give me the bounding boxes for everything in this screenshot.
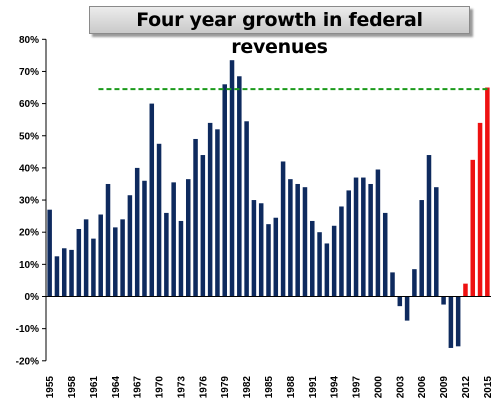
- bar-1976: [200, 155, 206, 297]
- x-tick-label: 1964: [111, 376, 122, 399]
- bar-1978: [215, 129, 220, 297]
- bar-1972: [171, 182, 176, 297]
- bar-1961: [91, 238, 96, 297]
- y-tick-label: 20%: [19, 228, 39, 239]
- bar-1974: [185, 179, 191, 297]
- x-tick-label: 1970: [155, 376, 166, 399]
- bar-1965: [120, 219, 125, 297]
- x-tick-label: 1988: [286, 376, 297, 399]
- bars-group: [47, 60, 490, 348]
- y-tick-label: 60%: [19, 99, 39, 110]
- bar-1997: [353, 177, 359, 297]
- x-tick-label: 1985: [264, 376, 275, 399]
- bar-1968: [142, 180, 147, 297]
- bar-1983: [251, 200, 257, 297]
- bar-2010: [448, 296, 454, 348]
- x-tick-label: 2006: [417, 376, 428, 399]
- bar-2006: [419, 200, 424, 297]
- bar-1986: [273, 217, 279, 297]
- y-tick-label: 10%: [19, 260, 39, 271]
- x-tick-label: 2012: [461, 376, 472, 399]
- bar-1977: [207, 122, 213, 297]
- bar-1979: [222, 84, 227, 297]
- bar-1971: [164, 212, 169, 297]
- bar-1990: [302, 187, 308, 297]
- bar-2007: [426, 155, 432, 297]
- bar-2001: [382, 212, 388, 297]
- bar-1963: [105, 183, 111, 297]
- x-tick-label: 1961: [89, 376, 100, 399]
- y-tick-label: 80%: [19, 35, 39, 46]
- bar-1973: [178, 220, 184, 297]
- bar-1958: [69, 249, 74, 297]
- x-tick-label: 1976: [198, 376, 209, 399]
- bar-2013: [470, 159, 476, 297]
- bar-1959: [76, 228, 82, 297]
- x-tick-label: 2003: [395, 376, 406, 399]
- bar-1992: [317, 232, 322, 297]
- bar-1988: [288, 179, 293, 297]
- y-tick-labels: -20% -10% 0% 10% 20% 30% 40% 50% 60% 70% 80%: [16, 35, 40, 367]
- bar-1989: [295, 183, 300, 297]
- bar-2002: [390, 272, 395, 297]
- bar-2004: [404, 296, 410, 321]
- y-tick-label: 50%: [19, 131, 39, 142]
- bar-1980: [229, 60, 235, 297]
- bar-2009: [441, 296, 446, 305]
- bar-2014: [477, 122, 483, 297]
- x-tick-label: 1994: [330, 376, 341, 399]
- bar-1982: [244, 121, 249, 297]
- bar-1962: [98, 214, 103, 297]
- bar-2011: [455, 296, 461, 347]
- bar-2015: [485, 87, 490, 297]
- y-tick-label: 0%: [25, 292, 40, 303]
- bar-1975: [193, 138, 198, 297]
- axes-group: [42, 38, 491, 362]
- bar-2012: [463, 283, 468, 297]
- x-tick-label: 2009: [439, 376, 450, 399]
- bar-1964: [113, 227, 118, 297]
- bar-1996: [346, 190, 351, 297]
- bar-1993: [324, 243, 330, 297]
- bar-1995: [339, 206, 344, 297]
- x-tick-label: 1973: [176, 376, 187, 399]
- x-tick-label: 1997: [352, 376, 363, 399]
- y-tick-label: -10%: [16, 324, 39, 335]
- x-tick-label: 2000: [373, 376, 384, 399]
- bar-1987: [280, 161, 286, 297]
- bar-2003: [397, 296, 403, 307]
- bar-1967: [134, 167, 140, 297]
- bar-1998: [361, 177, 366, 297]
- y-tick-label: 30%: [19, 196, 39, 207]
- y-tick-label: -20%: [16, 356, 39, 367]
- bar-1956: [54, 256, 60, 297]
- bar-1966: [127, 195, 133, 297]
- x-tick-label: 2015: [483, 376, 494, 399]
- y-tick-label: 70%: [19, 67, 39, 78]
- x-tick-label: 1979: [220, 376, 231, 399]
- x-tick-label: 1991: [308, 376, 319, 399]
- bar-1994: [331, 225, 337, 297]
- bar-1957: [61, 248, 67, 297]
- bar-1991: [310, 220, 315, 297]
- bar-2005: [412, 269, 417, 297]
- bar-2000: [375, 169, 381, 297]
- bar-1981: [237, 76, 242, 297]
- x-tick-label: 1967: [133, 376, 144, 399]
- bar-1984: [258, 203, 264, 297]
- bar-1955: [47, 209, 52, 297]
- x-tick-labels: 1955 1958 1961 1964 1967 1970 1973 1976 1979 1982…: [45, 376, 494, 399]
- chart-title: Four year growth in federal revenues: [89, 6, 470, 58]
- y-tick-label: 40%: [19, 163, 39, 174]
- bar-1985: [266, 224, 271, 297]
- bar-1960: [83, 219, 89, 297]
- x-tick-label: 1955: [45, 376, 56, 399]
- bar-2008: [434, 187, 439, 297]
- bar-1970: [156, 143, 162, 297]
- x-tick-label: 1982: [242, 376, 253, 399]
- bar-1969: [149, 103, 155, 297]
- x-tick-label: 1958: [67, 376, 78, 399]
- bar-1999: [368, 183, 373, 297]
